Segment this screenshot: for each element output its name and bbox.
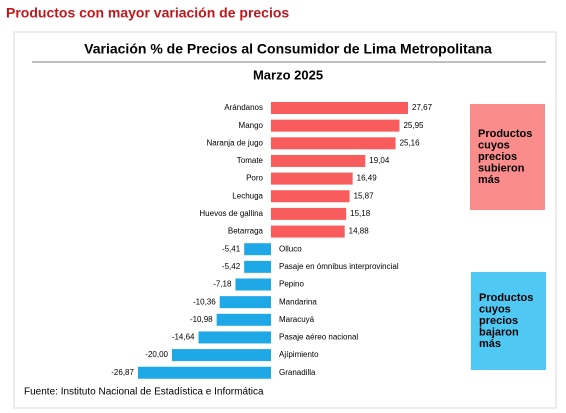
bar [198,331,271,344]
value-label: 16,49 [357,174,378,183]
value-label: -5,42 [222,262,241,271]
value-label: 25,95 [403,121,424,130]
value-label: -10,98 [190,315,213,324]
source: Fuente: Instituto Nacional de Estadístic… [24,387,264,398]
value-label: 15,18 [350,209,371,218]
category-label: Maracuyá [279,315,315,324]
category-label: Granadilla [279,368,316,377]
bar [271,154,366,167]
category-label: Pepino [279,280,304,289]
bar [171,349,271,362]
chart-title: Variación % de Precios al Consumidor de … [84,41,492,57]
bar [271,137,396,150]
category-label: Pasaje en ómnibus interprovincial [279,262,399,271]
annotation-box [471,272,546,370]
category-label: Betarraga [228,227,264,236]
value-label: 25,16 [400,138,421,147]
annotation-text: más [479,338,501,350]
bar [216,313,271,326]
category-label: Tomate [237,156,264,165]
bar [271,172,353,185]
annotation-text: Productos [478,128,532,140]
bar [244,260,271,273]
bar [235,278,271,291]
annotation-text: subieron [478,162,525,174]
bar [271,225,345,238]
bar [137,366,271,379]
value-label: 19,04 [369,156,390,165]
category-label: Mango [239,121,264,130]
bar [271,207,347,220]
category-label: Lechuga [232,191,263,200]
value-label: -26,87 [111,368,134,377]
category-label: Ajípimiento [279,350,319,359]
value-label: 14,88 [349,227,370,236]
category-label: Arándanos [224,103,263,112]
bar [244,243,271,256]
annotation-text: precios [479,315,518,327]
category-label: Pasaje aéreo nacional [279,333,358,342]
category-label: Poro [246,174,263,183]
annotation-text: bajaron [479,326,519,338]
bar [219,296,271,309]
value-label: 27,67 [412,103,433,112]
value-label: -10,36 [193,297,216,306]
category-label: Mandarina [279,297,317,306]
annotation-text: cuyos [479,303,511,315]
value-label: -14,64 [172,333,195,342]
annotation-text: más [478,174,500,186]
bar [271,102,408,114]
chart-subtitle: Marzo 2025 [253,67,323,82]
value-label: -7,18 [213,280,232,289]
annotation-text: Productos [479,292,533,304]
annotation-text: cuyos [478,139,510,151]
bar [271,119,400,132]
value-label: -5,41 [222,244,241,253]
annotation-box [470,104,545,210]
annotation-text: precios [478,151,517,163]
chart-frame [13,31,557,409]
category-label: Olluco [279,244,302,253]
value-label: 15,87 [354,191,375,200]
category-label: Huevos de gallina [199,209,263,218]
value-label: -20,00 [145,350,168,359]
bar [271,190,350,203]
category-label: Naranja de jugo [207,138,264,147]
page-title: Productos con mayor variación de precios [6,5,289,21]
